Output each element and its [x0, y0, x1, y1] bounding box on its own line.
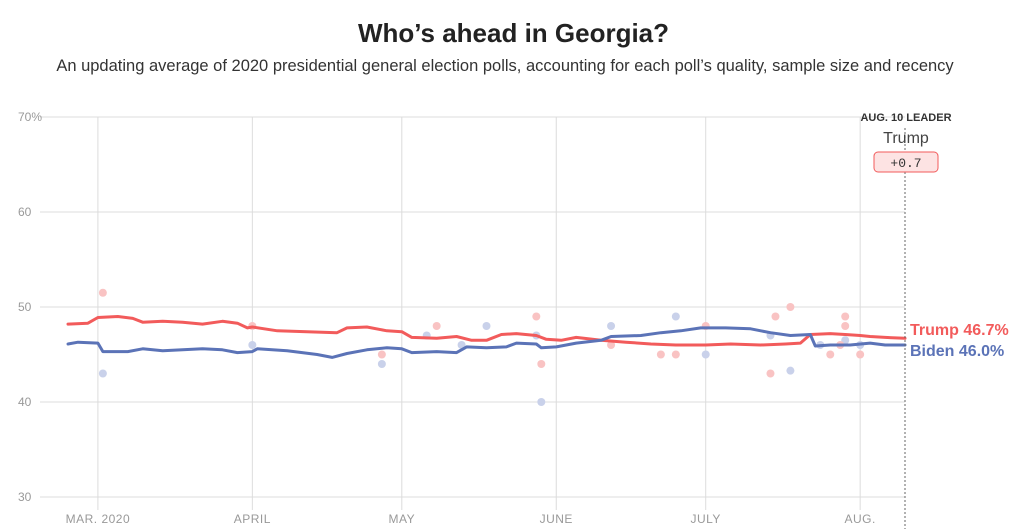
- biden-poll-dot: [841, 336, 850, 345]
- biden-poll-dot: [377, 360, 386, 368]
- y-tick-label: 50: [18, 300, 32, 314]
- biden-poll-dot: [607, 322, 616, 330]
- trump-poll-dot: [671, 350, 680, 359]
- trump-average-line: [66, 315, 907, 347]
- trump-poll-dot: [656, 350, 665, 359]
- biden-poll-dot: [537, 398, 546, 406]
- trump-poll-dot: [841, 312, 850, 321]
- leader-heading: AUG. 10 LEADER: [860, 112, 951, 124]
- biden-end-label: Biden 46.0%: [910, 343, 1004, 360]
- trump-poll-dot: [377, 350, 386, 359]
- biden-poll-dot: [786, 366, 795, 375]
- trump-poll-dot: [786, 303, 795, 311]
- biden-poll-dot: [701, 350, 710, 359]
- trump-poll-dot: [98, 288, 107, 297]
- chart-subtitle: An updating average of 2020 presidential…: [56, 57, 954, 75]
- chart-title: Who’s ahead in Georgia?: [357, 18, 670, 48]
- trump-poll-dot: [432, 322, 441, 330]
- leader-margin: +0.7: [890, 156, 921, 171]
- trump-poll-dot: [607, 341, 616, 349]
- biden-poll-dot: [98, 369, 107, 378]
- trump-poll-dot: [856, 350, 865, 359]
- axes: 30 40 50 60 70% MAR. 2020 APRIL MAY JUNE JULY AUG.: [18, 110, 875, 526]
- y-tick-label: 30: [18, 490, 32, 504]
- x-tick-label: APRIL: [234, 512, 271, 526]
- leader-margin-badge: [873, 151, 939, 173]
- biden-poll-dot: [248, 341, 257, 349]
- trump-poll-dot: [537, 360, 546, 368]
- trump-poll-dot: [771, 312, 780, 321]
- leader-name: Trump: [883, 130, 929, 147]
- biden-average-line: [66, 326, 907, 359]
- biden-poll-dot: [671, 312, 680, 321]
- x-tick-label: MAR. 2020: [66, 512, 131, 526]
- y-tick-label: 60: [18, 205, 32, 219]
- x-tick-label: AUG.: [844, 512, 875, 526]
- biden-poll-dot: [482, 322, 491, 330]
- trump-poll-dot: [766, 369, 775, 378]
- x-tick-label: JUNE: [540, 512, 573, 526]
- trump-end-label: Trump 46.7%: [910, 322, 1009, 339]
- trump-poll-dot: [532, 312, 541, 321]
- y-tick-label: 70%: [18, 110, 42, 124]
- y-tick-label: 40: [18, 395, 32, 409]
- series-lines: [66, 315, 907, 359]
- x-tick-label: MAY: [388, 512, 415, 526]
- trump-poll-dot: [826, 350, 835, 359]
- trump-poll-dot: [841, 322, 850, 330]
- x-tick-label: JULY: [690, 512, 720, 526]
- grid: [40, 116, 905, 510]
